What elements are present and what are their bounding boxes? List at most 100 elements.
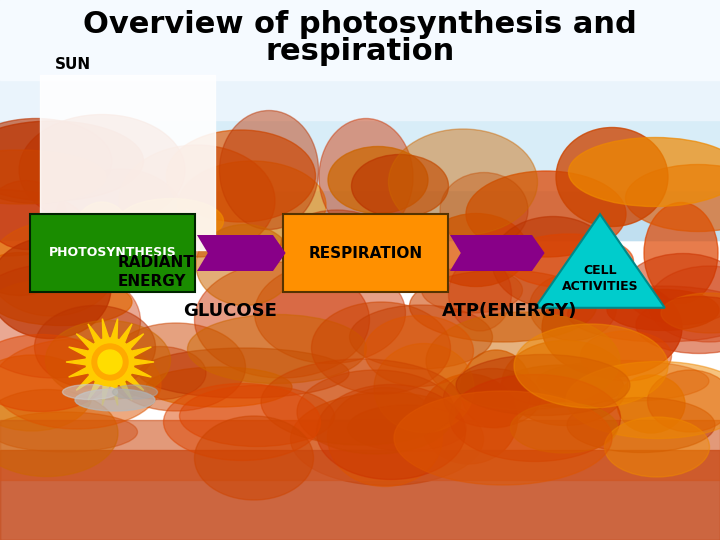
Ellipse shape [542,279,682,377]
Bar [40,75,215,250]
Ellipse shape [0,222,115,316]
Polygon shape [127,347,151,359]
Ellipse shape [0,150,106,204]
Ellipse shape [461,350,531,428]
Ellipse shape [505,234,634,288]
Ellipse shape [196,225,294,306]
Ellipse shape [421,267,523,313]
Polygon shape [88,377,103,400]
Ellipse shape [194,416,313,500]
Ellipse shape [0,190,85,256]
Ellipse shape [626,165,720,232]
Ellipse shape [119,199,223,244]
Polygon shape [130,359,154,366]
Bar [0,450,720,540]
Polygon shape [66,359,90,366]
Ellipse shape [510,403,618,453]
Ellipse shape [0,253,58,295]
Text: SUN: SUN [55,57,91,72]
Ellipse shape [425,213,528,287]
Bar [82,260,98,265]
Polygon shape [88,324,103,347]
Circle shape [98,350,122,374]
Ellipse shape [312,302,451,394]
Ellipse shape [166,130,315,222]
Bar [30,214,195,292]
Bar [0,0,720,80]
Ellipse shape [220,111,318,230]
Polygon shape [102,319,110,343]
Ellipse shape [114,347,206,400]
Bar [0,0,720,120]
Ellipse shape [297,370,455,454]
Ellipse shape [644,202,718,303]
Ellipse shape [254,262,405,363]
Ellipse shape [420,374,518,464]
Ellipse shape [351,154,449,218]
Ellipse shape [70,202,135,288]
Ellipse shape [514,324,668,408]
Ellipse shape [19,114,185,226]
Bar [0,0,720,240]
Ellipse shape [394,391,612,485]
Ellipse shape [410,270,596,342]
Ellipse shape [364,315,474,387]
Ellipse shape [281,210,394,284]
Polygon shape [68,347,93,359]
Ellipse shape [0,180,66,249]
Polygon shape [117,377,132,400]
Ellipse shape [567,397,715,453]
Ellipse shape [345,213,425,285]
Ellipse shape [139,348,349,398]
Ellipse shape [348,405,467,451]
Ellipse shape [54,169,188,283]
Ellipse shape [178,161,326,249]
Polygon shape [197,235,286,271]
Ellipse shape [500,365,624,407]
Ellipse shape [649,266,720,342]
Circle shape [92,344,128,380]
Ellipse shape [194,262,369,378]
Text: Overview of photosynthesis and: Overview of photosynthesis and [83,10,637,39]
Ellipse shape [187,314,366,383]
Ellipse shape [529,273,616,341]
Ellipse shape [569,138,720,206]
Ellipse shape [317,384,466,480]
Ellipse shape [556,127,668,226]
Ellipse shape [374,343,474,433]
Text: RADIANT
ENERGY: RADIANT ENERGY [118,255,194,288]
Polygon shape [127,366,151,377]
Ellipse shape [0,412,138,452]
Ellipse shape [661,293,720,333]
Text: PHOTOSYNTHESIS: PHOTOSYNTHESIS [49,246,176,260]
Polygon shape [123,372,144,390]
Ellipse shape [75,389,155,411]
Ellipse shape [449,375,621,462]
Circle shape [86,338,134,386]
Text: respiration: respiration [266,37,454,66]
Ellipse shape [163,383,320,461]
Ellipse shape [389,129,538,235]
Polygon shape [73,265,107,285]
Ellipse shape [444,368,541,428]
Ellipse shape [426,312,620,410]
Ellipse shape [580,331,672,381]
Ellipse shape [0,121,143,201]
Ellipse shape [449,257,511,331]
Ellipse shape [146,367,292,407]
Ellipse shape [0,118,112,204]
Ellipse shape [636,296,720,354]
Polygon shape [102,381,110,406]
Polygon shape [117,324,132,347]
Ellipse shape [290,393,484,485]
Polygon shape [123,334,144,352]
Polygon shape [110,381,117,406]
Ellipse shape [492,217,614,307]
Ellipse shape [0,264,140,378]
Polygon shape [68,366,93,377]
Ellipse shape [0,355,92,431]
Ellipse shape [0,279,132,326]
Ellipse shape [261,359,461,445]
Text: GLUCOSE: GLUCOSE [183,302,277,320]
Ellipse shape [319,118,413,235]
